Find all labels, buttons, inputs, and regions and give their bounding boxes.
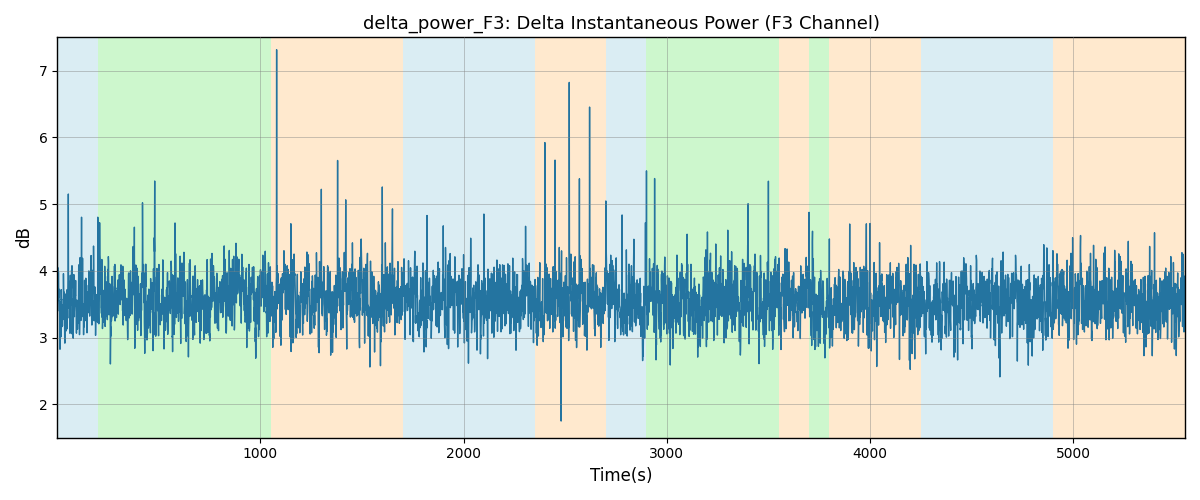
Y-axis label: dB: dB [16, 226, 34, 248]
Bar [920, 38, 1052, 438]
Bar [606, 38, 647, 438]
X-axis label: Time(s): Time(s) [590, 467, 653, 485]
Bar [779, 38, 809, 438]
Bar [403, 38, 535, 438]
Bar [829, 38, 920, 438]
Bar [270, 38, 403, 438]
Bar [1052, 38, 1186, 438]
Bar [535, 38, 606, 438]
Bar [809, 38, 829, 438]
Bar [647, 38, 779, 438]
Bar [97, 38, 270, 438]
Bar [58, 38, 97, 438]
Title: delta_power_F3: Delta Instantaneous Power (F3 Channel): delta_power_F3: Delta Instantaneous Powe… [362, 15, 880, 34]
